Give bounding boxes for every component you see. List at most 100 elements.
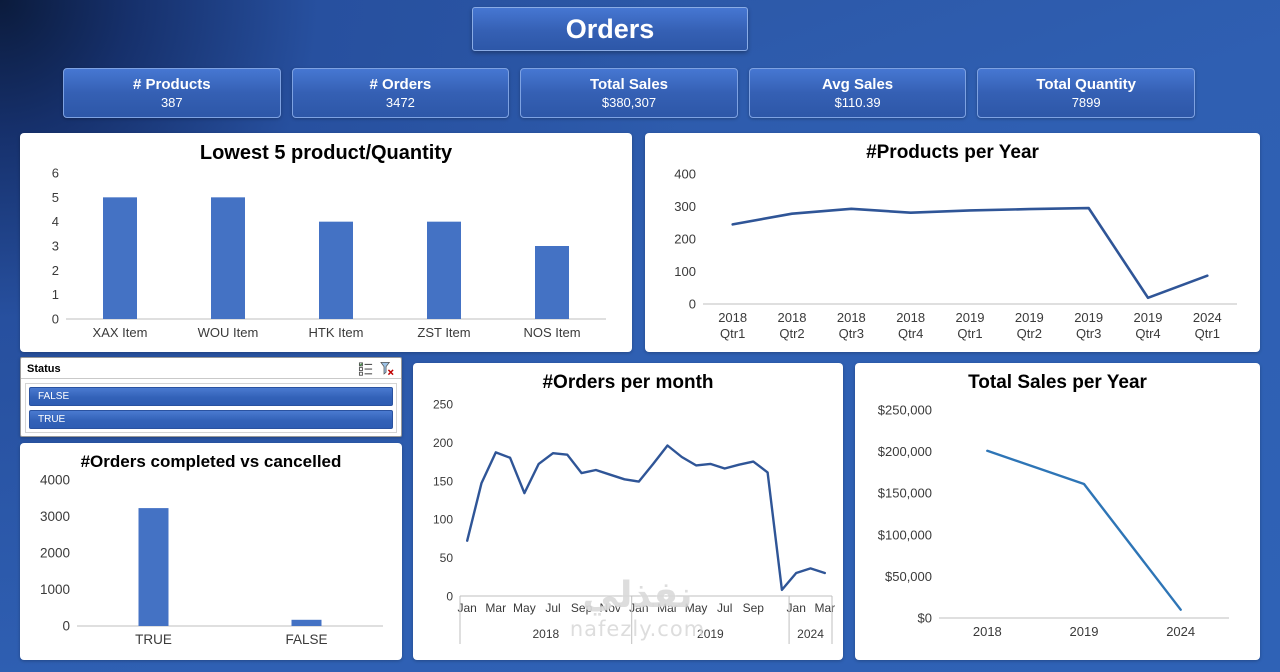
svg-text:Mar: Mar [657, 601, 678, 615]
svg-text:2019: 2019 [697, 627, 724, 641]
svg-text:0: 0 [688, 297, 695, 312]
kpi-label: # Orders [369, 76, 432, 93]
clear-filter-icon[interactable] [379, 361, 395, 376]
svg-text:Jan: Jan [787, 601, 806, 615]
svg-text:150: 150 [433, 474, 453, 488]
svg-text:5: 5 [52, 190, 59, 205]
svg-text:0: 0 [52, 312, 59, 327]
completed-vs-cancelled-bar-chart: 0 1000 2000 3000 4000 TRUE FALSE [40, 474, 383, 647]
svg-text:Qtr2: Qtr2 [1016, 326, 1041, 341]
svg-text:4000: 4000 [40, 474, 70, 488]
svg-text:2024: 2024 [1192, 310, 1221, 325]
svg-text:$0: $0 [917, 611, 931, 626]
svg-text:2018: 2018 [532, 627, 559, 641]
svg-text:50: 50 [440, 551, 454, 565]
slicer-item-true[interactable]: TRUE [29, 410, 393, 429]
kpi-value: $380,307 [601, 95, 657, 110]
svg-text:1000: 1000 [40, 582, 70, 597]
slicer-header: Status [21, 358, 401, 379]
svg-text:Sep: Sep [571, 601, 593, 615]
svg-text:$50,000: $50,000 [885, 569, 932, 584]
chart-title-total-sales-per-year: Total Sales per Year [968, 372, 1147, 393]
svg-text:300: 300 [674, 199, 696, 214]
svg-text:$150,000: $150,000 [877, 486, 931, 501]
kpi-label: # Products [133, 76, 211, 93]
slicer-title: Status [27, 362, 61, 375]
svg-text:Qtr4: Qtr4 [1135, 326, 1160, 341]
dashboard-title: Orders [472, 7, 748, 51]
svg-text:2000: 2000 [40, 546, 70, 561]
orders-per-month-line-chart: 0 50 100 150 200 250 Jan Mar May Jul Sep Nov Jan Mar M… [433, 398, 836, 644]
svg-text:Jan: Jan [457, 601, 476, 615]
svg-text:100: 100 [433, 513, 453, 527]
slicer-items: FALSE TRUE [25, 383, 397, 433]
kpi-row: # Products 387 # Orders 3472 Total Sales… [63, 68, 1195, 118]
panel-total-sales-per-year: Total Sales per Year $0 $50,000 $100,000 $1… [855, 363, 1260, 660]
svg-text:FALSE: FALSE [285, 632, 327, 647]
status-slicer: Status FALSE TRUE [20, 357, 402, 437]
kpi-card-products: # Products 387 [63, 68, 281, 118]
svg-text:2018: 2018 [836, 310, 865, 325]
svg-text:2019: 2019 [1069, 624, 1098, 639]
svg-text:ZST Item: ZST Item [417, 325, 470, 340]
svg-text:2019: 2019 [1133, 310, 1162, 325]
svg-text:Qtr1: Qtr1 [957, 326, 982, 341]
kpi-value: 3472 [385, 95, 415, 110]
kpi-value: 7899 [1071, 95, 1101, 110]
svg-text:Sep: Sep [743, 601, 765, 615]
svg-text:100: 100 [674, 264, 696, 279]
chart-title-completed-vs-cancelled: #Orders completed vs cancelled [80, 452, 342, 471]
panel-lowest5: Lowest 5 product/Quantity 0 1 2 3 4 5 6 XAX Ite… [20, 133, 632, 352]
products-per-year-line-chart: 01002003004002018Qtr12018Qtr22018Qtr3201… [674, 167, 1237, 341]
svg-text:2024: 2024 [1166, 624, 1195, 639]
svg-text:Mar: Mar [485, 601, 506, 615]
svg-text:Nov: Nov [600, 601, 621, 615]
svg-text:Qtr4: Qtr4 [898, 326, 923, 341]
svg-text:3: 3 [52, 239, 59, 254]
kpi-value: $110.39 [834, 95, 881, 110]
svg-text:NOS Item: NOS Item [523, 325, 580, 340]
svg-text:2018: 2018 [777, 310, 806, 325]
svg-text:250: 250 [433, 398, 453, 412]
svg-text:Qtr3: Qtr3 [1076, 326, 1101, 341]
svg-text:2019: 2019 [955, 310, 984, 325]
slicer-item-false[interactable]: FALSE [29, 387, 393, 406]
kpi-label: Total Quantity [1036, 76, 1137, 93]
svg-text:May: May [513, 601, 536, 615]
svg-text:Jan: Jan [629, 601, 648, 615]
svg-text:WOU Item: WOU Item [198, 325, 259, 340]
svg-text:200: 200 [433, 436, 453, 450]
kpi-card-total-sales: Total Sales $380,307 [520, 68, 738, 118]
multi-select-icon[interactable] [358, 361, 374, 376]
svg-text:400: 400 [674, 167, 696, 182]
chart-title-lowest5: Lowest 5 product/Quantity [199, 142, 453, 164]
svg-text:0: 0 [62, 619, 70, 634]
svg-text:6: 6 [52, 167, 59, 181]
kpi-card-avg-sales: Avg Sales $110.39 [748, 68, 967, 118]
lowest5-bar-chart: 0 1 2 3 4 5 6 XAX Item WOU Item HTK Item ZST Item N… [52, 167, 606, 340]
svg-text:TRUE: TRUE [135, 632, 172, 647]
svg-text:3000: 3000 [40, 509, 70, 524]
svg-text:Qtr1: Qtr1 [720, 326, 745, 341]
panel-orders-per-month: #Orders per month 0 50 100 150 200 250 Jan Mar M… [413, 363, 843, 660]
svg-text:XAX Item: XAX Item [93, 325, 148, 340]
chart-title-products-per-year: #Products per Year [866, 142, 1039, 163]
svg-text:0: 0 [446, 590, 453, 604]
svg-text:Jul: Jul [717, 601, 732, 615]
svg-text:May: May [685, 601, 708, 615]
chart-title-orders-per-month: #Orders per month [542, 372, 714, 393]
svg-text:Jul: Jul [545, 601, 560, 615]
svg-text:Qtr1: Qtr1 [1194, 326, 1219, 341]
kpi-card-total-quantity: Total Quantity 7899 [977, 68, 1195, 118]
svg-text:2018: 2018 [896, 310, 925, 325]
svg-text:$100,000: $100,000 [877, 527, 931, 542]
svg-text:2019: 2019 [1074, 310, 1103, 325]
svg-text:$250,000: $250,000 [877, 403, 931, 418]
svg-text:2018: 2018 [972, 624, 1001, 639]
svg-text:2024: 2024 [797, 627, 824, 641]
svg-text:Qtr2: Qtr2 [779, 326, 804, 341]
kpi-label: Avg Sales [822, 76, 894, 93]
svg-text:$200,000: $200,000 [877, 444, 931, 459]
svg-text:2019: 2019 [1014, 310, 1043, 325]
svg-text:Mar: Mar [815, 601, 836, 615]
